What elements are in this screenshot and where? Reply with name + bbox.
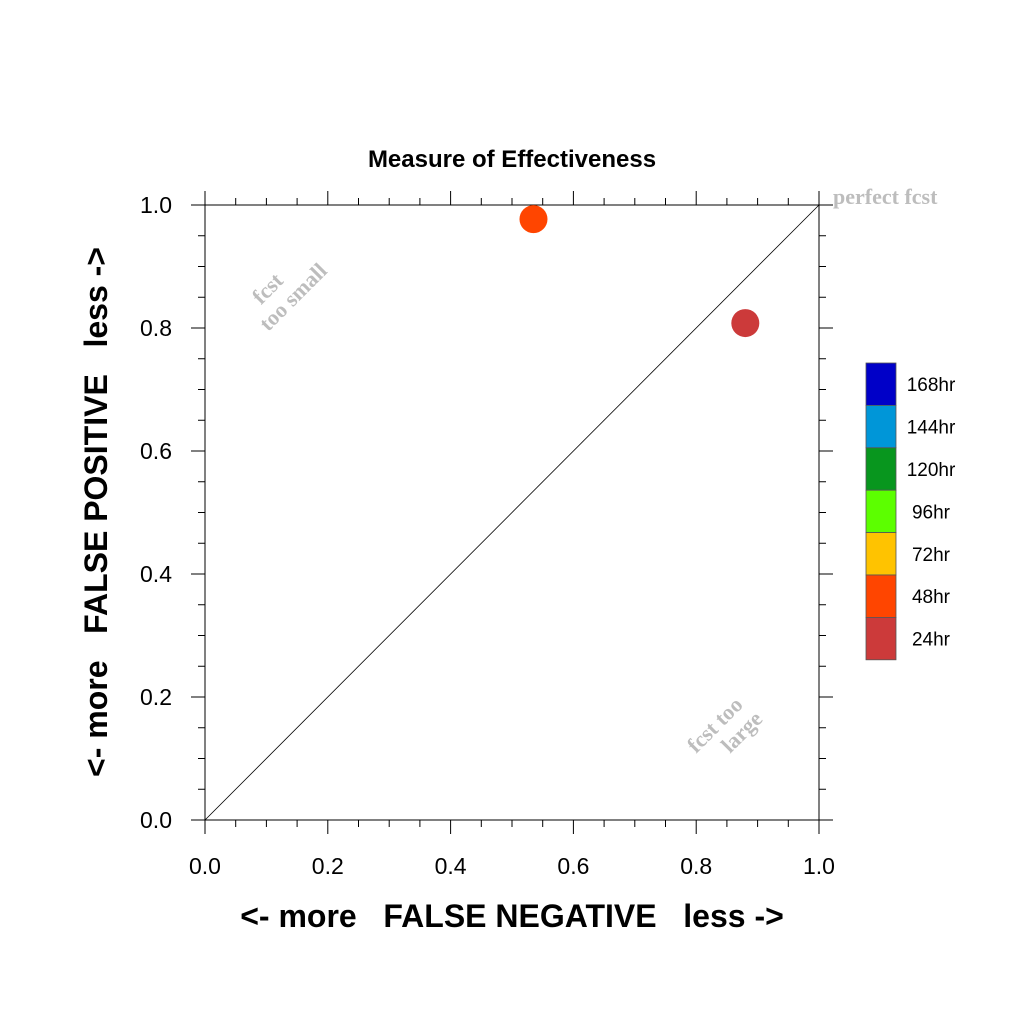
legend-label-144hr: 144hr [907, 418, 956, 439]
y-tick-label: 0.6 [140, 438, 172, 464]
legend-label-168hr: 168hr [907, 375, 956, 396]
legend-swatch-96hr [865, 489, 897, 534]
x-tick-label: 0.6 [557, 853, 589, 879]
data-points [519, 205, 760, 338]
legend-swatch-48hr [865, 574, 897, 618]
tick-labels: 0.0 0.2 0.4 0.6 0.8 1.0 0.0 0.2 0.4 0.6 0.8 1.0 [140, 192, 835, 879]
legend: 168hr 144hr 120hr 96hr 72hr 48hr 24hr [865, 362, 956, 661]
x-tick-label: 0.8 [680, 853, 712, 879]
legend-swatch-72hr [865, 532, 897, 576]
legend-swatch-120hr [865, 447, 897, 491]
y-tick-label: 0.8 [140, 315, 172, 341]
annotation-perfect-fcst: perfect fcst [833, 184, 938, 209]
legend-swatch-144hr [865, 404, 897, 449]
data-point-24hr [731, 309, 760, 338]
legend-label-48hr: 48hr [912, 587, 951, 608]
chart-title: Measure of Effectiveness [368, 146, 656, 173]
y-tick-label: 0.4 [140, 561, 172, 587]
data-point-48hr [519, 205, 548, 234]
diagonal-reference-line [204, 204, 820, 821]
legend-label-120hr: 120hr [907, 460, 956, 481]
legend-swatch-168hr [865, 362, 897, 406]
x-tick-label: 1.0 [803, 853, 835, 879]
y-axis-label: <- more FALSE POSITIVE less -> [78, 247, 114, 777]
annotation-too-small: fcst too small [247, 258, 332, 336]
legend-label-72hr: 72hr [912, 545, 951, 566]
legend-label-96hr: 96hr [912, 502, 951, 523]
x-tick-label: 0.0 [189, 853, 221, 879]
y-tick-label: 0.2 [140, 684, 172, 710]
legend-swatch-24hr [865, 617, 897, 661]
y-tick-label: 0.0 [140, 807, 172, 833]
annotation-too-large: fcst too large [682, 692, 768, 758]
x-axis-label: <- more FALSE NEGATIVE less -> [240, 898, 784, 934]
axis-ticks [191, 191, 833, 834]
y-tick-label: 1.0 [140, 192, 172, 218]
x-tick-label: 0.2 [312, 853, 344, 879]
legend-label-24hr: 24hr [912, 630, 951, 651]
x-tick-label: 0.4 [435, 853, 467, 879]
